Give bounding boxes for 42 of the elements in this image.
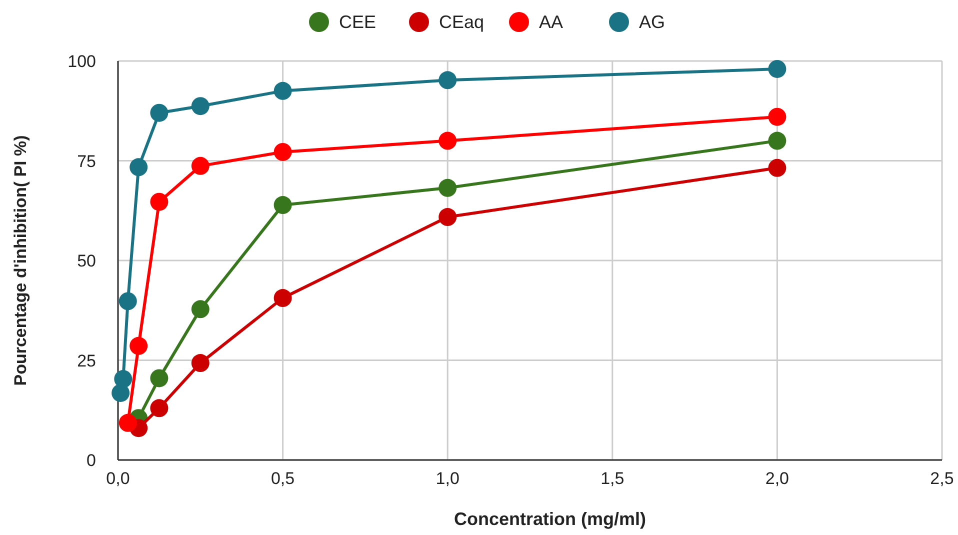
point <box>274 82 292 100</box>
point <box>130 158 148 176</box>
y-axis-title: Pourcentage d'inhibition( PI %) <box>11 135 30 386</box>
point <box>438 132 457 150</box>
y-tick-label: 100 <box>68 52 96 71</box>
point <box>274 289 292 308</box>
y-tick-label: 25 <box>77 351 96 370</box>
point <box>191 300 210 318</box>
x-tick-label: 1,5 <box>600 469 624 488</box>
point <box>150 192 168 211</box>
point <box>118 414 137 432</box>
point <box>150 399 168 418</box>
point <box>191 97 210 116</box>
point <box>438 208 457 226</box>
point <box>438 178 457 197</box>
point <box>118 292 137 310</box>
point <box>191 354 210 372</box>
point <box>768 108 786 126</box>
point <box>150 104 168 122</box>
point <box>130 336 148 355</box>
point <box>150 369 168 388</box>
point <box>274 196 292 214</box>
point <box>274 142 292 161</box>
x-tick-label: 0,5 <box>270 469 295 488</box>
x-tick-label: 0,0 <box>106 469 130 488</box>
point <box>191 156 210 175</box>
point <box>438 71 457 90</box>
y-tick-label: 75 <box>77 152 96 171</box>
point <box>768 60 786 78</box>
legend-label: AA <box>539 12 564 32</box>
x-tick-label: 2,5 <box>930 469 954 488</box>
point <box>768 158 786 177</box>
point <box>768 132 786 150</box>
legend-label: CEE <box>339 12 376 32</box>
y-tick-label: 50 <box>77 252 96 270</box>
x-tick-label: 2,0 <box>765 469 790 488</box>
x-axis-title: Concentration (mg/ml) <box>454 509 646 529</box>
point <box>114 370 132 388</box>
x-tick-label: 1,0 <box>436 469 460 488</box>
legend-label: AG <box>639 12 666 32</box>
y-tick-label: 0 <box>86 451 96 470</box>
legend-label: CEaq <box>439 12 484 32</box>
